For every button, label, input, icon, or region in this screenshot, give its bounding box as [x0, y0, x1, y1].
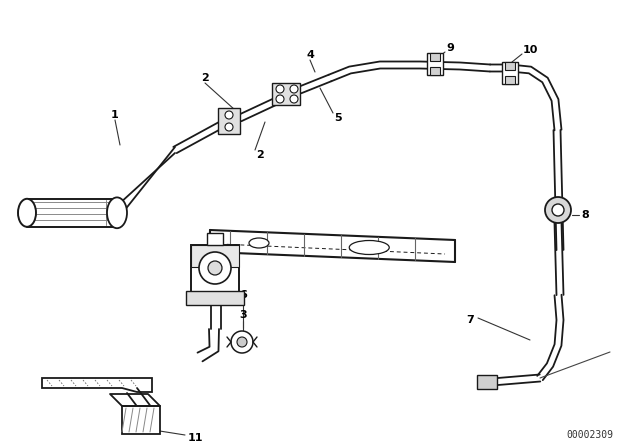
Text: 10: 10: [522, 45, 538, 55]
Text: 9: 9: [446, 43, 454, 53]
Bar: [505, 76, 515, 84]
Ellipse shape: [349, 241, 389, 254]
Bar: [477, 375, 497, 389]
Bar: [505, 62, 515, 70]
Circle shape: [290, 85, 298, 93]
Bar: [272, 83, 300, 105]
Circle shape: [225, 123, 233, 131]
Circle shape: [276, 85, 284, 93]
Text: 6: 6: [239, 290, 247, 300]
Ellipse shape: [18, 199, 36, 227]
Text: 2: 2: [256, 150, 264, 160]
Bar: [122, 406, 160, 434]
Circle shape: [552, 204, 564, 216]
Text: 1: 1: [111, 110, 119, 120]
Circle shape: [237, 337, 247, 347]
Bar: [191, 245, 239, 300]
Ellipse shape: [249, 238, 269, 248]
Text: 4: 4: [306, 50, 314, 60]
Text: 8: 8: [581, 210, 589, 220]
Bar: [502, 62, 518, 84]
Circle shape: [225, 111, 233, 119]
Bar: [427, 53, 443, 75]
Ellipse shape: [107, 198, 127, 228]
Text: 7: 7: [466, 315, 474, 325]
Text: 5: 5: [334, 113, 342, 123]
Bar: [191, 245, 239, 267]
Circle shape: [199, 252, 231, 284]
Text: 3: 3: [239, 310, 247, 320]
Circle shape: [276, 95, 284, 103]
Bar: [218, 108, 240, 134]
Bar: [430, 53, 440, 61]
Text: 11: 11: [188, 433, 203, 443]
Bar: [186, 291, 244, 305]
Text: 00002309: 00002309: [566, 430, 614, 440]
Circle shape: [231, 331, 253, 353]
Circle shape: [545, 197, 571, 223]
Bar: [207, 233, 223, 245]
Polygon shape: [42, 378, 152, 392]
Circle shape: [290, 95, 298, 103]
Circle shape: [208, 261, 222, 275]
Text: 2: 2: [201, 73, 209, 83]
Ellipse shape: [110, 200, 124, 225]
Bar: [430, 67, 440, 75]
